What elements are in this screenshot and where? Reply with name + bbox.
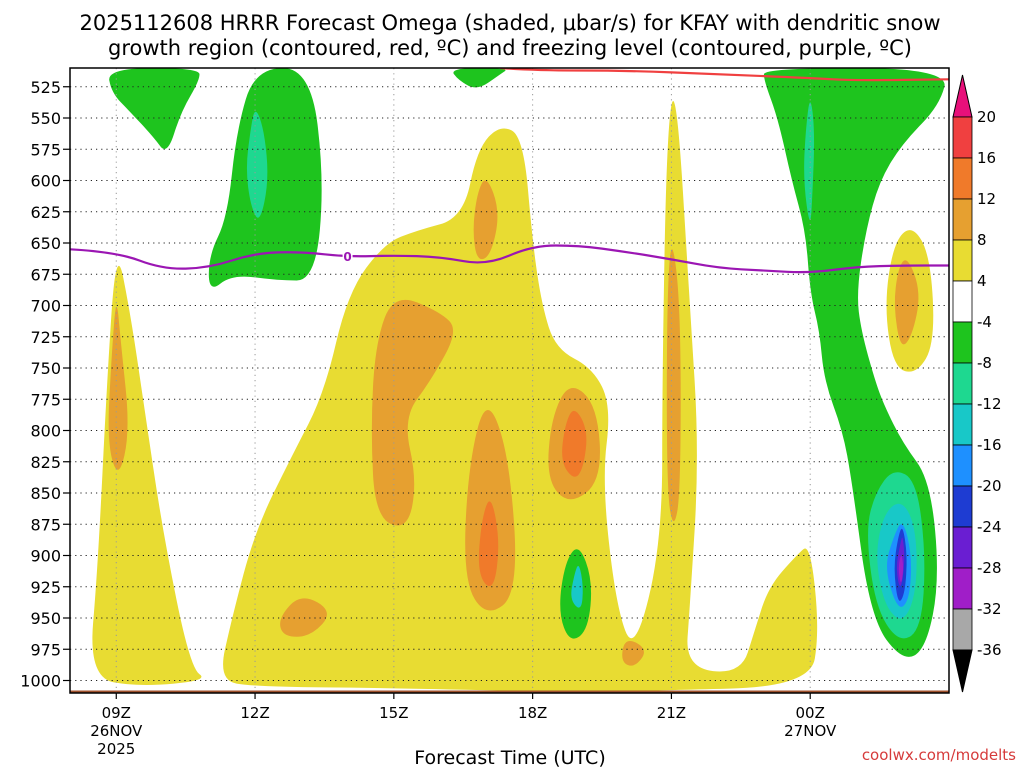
- colorbar-band-16-20: [952, 116, 973, 159]
- y-tick-label-675: 675: [30, 265, 61, 284]
- x-tick-date-00Z: 27NOV: [784, 722, 837, 740]
- omega-region-max-sink-low-right: [898, 555, 904, 583]
- colorbar-label-20: 20: [977, 108, 996, 126]
- omega-region-mod-rise-midlevel: [371, 299, 454, 526]
- omega-region-mod-sink-right-column: [804, 102, 815, 220]
- colorbar-label--32: -32: [977, 600, 1002, 618]
- colorbar-label-16: 16: [977, 149, 996, 167]
- omega-region-weak-sink-top-center: [453, 68, 506, 88]
- colorbar-label-8: 8: [977, 231, 987, 249]
- omega-region-weak-sink-top-left: [109, 68, 200, 149]
- plot-frame: [69, 67, 950, 694]
- colorbar-band--28--24: [952, 526, 973, 569]
- y-tick-label-700: 700: [30, 297, 61, 316]
- omega-region-mod-rise-low-left: [280, 598, 327, 637]
- dendritic-growth-contour: [500, 68, 949, 82]
- y-tick-label-950: 950: [30, 609, 61, 628]
- colorbar-top-arrow: [952, 74, 973, 118]
- y-tick-label-825: 825: [30, 453, 61, 472]
- colorbar-label--24: -24: [977, 518, 1002, 536]
- x-tick-label-12Z: 12Z: [240, 704, 269, 722]
- colorbar-bottom-arrow: [952, 649, 973, 693]
- freezing-level-label: 0: [343, 250, 351, 264]
- omega-region-strong-rise-low: [478, 501, 499, 587]
- colorbar-label--36: -36: [977, 641, 1002, 659]
- x-axis-label: Forecast Time (UTC): [414, 747, 605, 768]
- y-tick-label-575: 575: [30, 140, 61, 159]
- colorbar-band-8-12: [952, 198, 973, 241]
- colorbar-band--8--4: [952, 321, 973, 364]
- colorbar-label--8: -8: [977, 354, 992, 372]
- colorbar-band--4-4: [952, 280, 973, 323]
- y-tick-label-550: 550: [30, 109, 61, 128]
- x-tick-label-15Z: 15Z: [379, 704, 408, 722]
- y-tick-label-600: 600: [30, 172, 61, 191]
- y-tick-label-650: 650: [30, 234, 61, 253]
- omega-region-mod-rise-tall: [666, 249, 681, 522]
- colorbar-band--12--8: [952, 362, 973, 405]
- y-tick-label-1000: 1000: [20, 672, 61, 691]
- x-tick-label-09Z: 09Z: [102, 704, 131, 722]
- colorbar-label--16: -16: [977, 436, 1002, 454]
- omega-region-weak-rise-center: [223, 100, 818, 693]
- omega-region-strong-rise-right: [562, 410, 587, 477]
- y-tick-label-875: 875: [30, 515, 61, 534]
- colorbar-label--20: -20: [977, 477, 1002, 495]
- y-tick-label-975: 975: [30, 640, 61, 659]
- colorbar-band--20--16: [952, 444, 973, 487]
- omega-region-strong-sink-low: [571, 565, 583, 608]
- x-tick-date-09Z: 26NOV: [90, 722, 143, 740]
- y-tick-label-800: 800: [30, 422, 61, 441]
- colorbar-band-4-8: [952, 239, 973, 282]
- colorbar-band--32--28: [952, 567, 973, 610]
- colorbar-band--36--32: [952, 608, 973, 651]
- colorbar-band--16--12: [952, 403, 973, 446]
- y-tick-label-750: 750: [30, 359, 61, 378]
- freezing-level-contour: [70, 244, 949, 274]
- chart-title-line2: growth region (contoured, red, ºC) and f…: [108, 36, 912, 60]
- grid-lines: [70, 68, 949, 693]
- colorbar: 20 16 12 8 4 -4 -8 -12 -16 -20 -24 -28 -32 -36: [952, 74, 1002, 693]
- colorbar-band-12-16: [952, 157, 973, 200]
- omega-shaded-regions: [70, 68, 949, 693]
- colorbar-band--24--20: [952, 485, 973, 528]
- colorbar-label-4: 4: [977, 272, 987, 290]
- omega-region-mod-rise-upper: [473, 180, 498, 260]
- chart-title-line1: 2025112608 HRRR Forecast Omega (shaded, …: [79, 11, 940, 35]
- y-axis: 525 550 575 600 625 650 675 700 725 750 775 800 825 8…: [20, 78, 70, 691]
- x-tick-label-00Z: 00Z: [796, 704, 825, 722]
- omega-region-mod-rise-left: [108, 306, 128, 470]
- y-tick-label-925: 925: [30, 578, 61, 597]
- colorbar-label--12: -12: [977, 395, 1002, 413]
- y-tick-label-850: 850: [30, 484, 61, 503]
- ground-surface: [70, 690, 949, 693]
- colorbar-label--28: -28: [977, 559, 1002, 577]
- omega-region-mod-rise-small: [622, 640, 644, 666]
- colorbar-label--4: -4: [977, 313, 992, 331]
- contour-lines: 0: [70, 68, 949, 274]
- y-tick-label-525: 525: [30, 78, 61, 97]
- freezing-label-bg: [342, 248, 353, 263]
- x-tick-year-09Z: 2025: [97, 740, 135, 758]
- x-tick-label-18Z: 18Z: [518, 704, 547, 722]
- credit-text: coolwx.com/modelts: [862, 746, 1016, 764]
- x-tick-label-21Z: 21Z: [657, 704, 686, 722]
- y-tick-label-625: 625: [30, 203, 61, 222]
- omega-region-mod-rise-upper-right: [894, 260, 919, 345]
- omega-region-mod-sink-upper-left: [246, 111, 268, 218]
- y-tick-label-775: 775: [30, 390, 61, 409]
- y-tick-label-900: 900: [30, 547, 61, 566]
- colorbar-label-12: 12: [977, 190, 996, 208]
- y-tick-label-725: 725: [30, 328, 61, 347]
